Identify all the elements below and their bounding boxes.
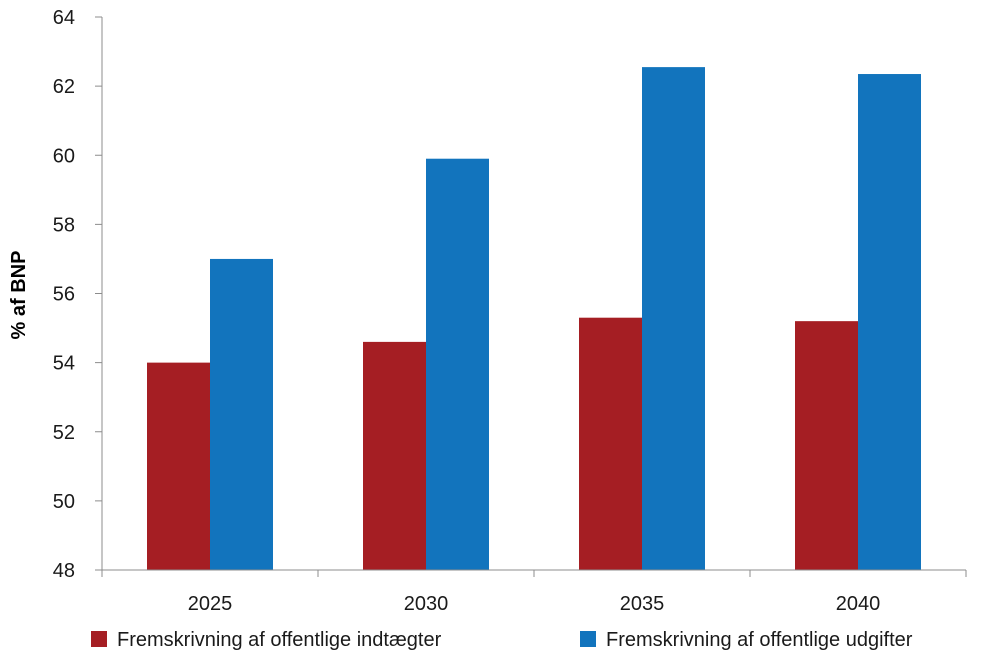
legend-swatch-series-1 (91, 631, 107, 647)
x-axis-ticks: 2025 2030 2035 2040 (101, 570, 967, 615)
x-tick-label: 2040 (836, 593, 881, 615)
legend-label-series-1: Fremskrivning af offentlige indtægter (117, 629, 442, 651)
y-tick-label: 56 (53, 284, 75, 306)
y-tick-label: 60 (53, 145, 75, 167)
legend: Fremskrivning af offentlige indtægter Fre… (91, 629, 913, 651)
x-tick-label: 2035 (620, 593, 665, 615)
bar-series-2-2030 (426, 158, 489, 571)
bar-series-1-2030 (363, 341, 426, 570)
legend-swatch-series-2 (580, 631, 596, 647)
bar-series-1-2035 (579, 317, 642, 570)
bar-series-2-2035 (642, 67, 705, 570)
y-tick-label: 64 (53, 7, 75, 29)
x-tick-label: 2030 (404, 593, 449, 615)
y-axis-title: % af BNP (8, 251, 30, 340)
bar-series-1-2025 (147, 362, 210, 570)
y-tick-label: 50 (53, 491, 75, 513)
y-tick-label: 54 (53, 353, 75, 375)
bar-series-2-2025 (210, 258, 273, 570)
bars-group (147, 67, 921, 571)
y-tick-label: 52 (53, 422, 75, 444)
y-axis-ticks: 48 50 52 54 56 58 60 62 64 (53, 7, 102, 582)
y-tick-label: 48 (53, 560, 75, 582)
x-tick-label: 2025 (188, 593, 233, 615)
bar-series-2-2040 (858, 74, 921, 570)
y-tick-label: 58 (53, 214, 75, 236)
bar-series-1-2040 (795, 321, 858, 570)
legend-label-series-2: Fremskrivning af offentlige udgifter (606, 629, 913, 651)
y-tick-label: 62 (53, 76, 75, 98)
